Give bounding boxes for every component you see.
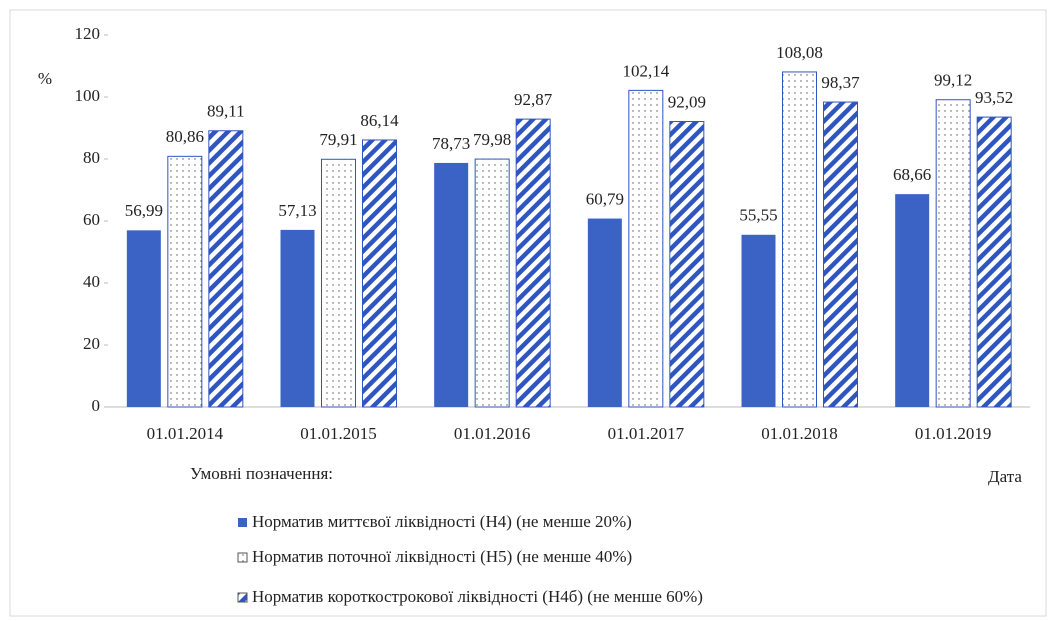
bar [628, 89, 664, 408]
legend-label: Норматив поточної ліквідності (Н5) (не м… [252, 547, 632, 566]
value-label: 108,08 [776, 43, 823, 62]
x-tick-label: 01.01.2018 [761, 424, 838, 443]
y-tick-label: 100 [75, 86, 101, 105]
y-tick-label: 60 [83, 210, 100, 229]
bar [669, 121, 705, 408]
legend-label: Норматив короткострокової ліквідності (Н… [252, 587, 703, 606]
value-label: 78,73 [432, 134, 470, 153]
bar [587, 218, 622, 407]
bar [741, 234, 776, 407]
value-label: 79,98 [473, 130, 511, 149]
value-label: 57,13 [278, 201, 316, 220]
bar [515, 118, 551, 408]
value-label: 99,12 [934, 71, 972, 90]
legend-label: Норматив миттєвої ліквідності (Н4) (не м… [252, 512, 632, 531]
x-tick-label: 01.01.2014 [147, 424, 224, 443]
value-label: 60,79 [586, 189, 624, 208]
bar [167, 155, 203, 408]
value-label: 92,09 [668, 92, 706, 111]
bar [782, 71, 817, 408]
legend-swatch [237, 552, 248, 563]
value-label: 79,91 [319, 130, 357, 149]
y-tick-label: 120 [75, 24, 101, 43]
bar [976, 116, 1012, 408]
legend-swatch [238, 518, 247, 527]
value-label: 89,11 [207, 102, 245, 121]
bar [935, 99, 971, 408]
bar [321, 158, 356, 408]
value-label: 86,14 [360, 111, 399, 130]
bar [126, 230, 161, 407]
x-tick-label: 01.01.2017 [608, 424, 685, 443]
value-label: 68,66 [893, 165, 931, 184]
value-label: 98,37 [821, 73, 860, 92]
value-label: 93,52 [975, 88, 1013, 107]
y-axis-label: % [38, 69, 52, 88]
bar [474, 158, 510, 408]
legend-title: Умовні позначення: [190, 464, 333, 483]
y-tick-label: 40 [83, 272, 100, 291]
chart-frame [9, 9, 1047, 617]
bar [434, 162, 469, 407]
legend-swatch [237, 592, 248, 603]
bar [208, 130, 244, 408]
value-label: 55,55 [739, 206, 777, 225]
y-tick-label: 20 [83, 334, 100, 353]
bar [362, 139, 397, 408]
x-tick-label: 01.01.2019 [915, 424, 992, 443]
x-tick-label: 01.01.2016 [454, 424, 531, 443]
y-tick-label: 0 [92, 396, 101, 415]
x-tick-label: 01.01.2015 [300, 424, 377, 443]
y-tick-label: 80 [83, 148, 100, 167]
value-label: 56,99 [125, 201, 163, 220]
bar [280, 229, 315, 407]
value-label: 102,14 [622, 61, 669, 80]
x-axis-label: Дата [988, 467, 1022, 486]
value-label: 92,87 [514, 90, 553, 109]
value-label: 80,86 [166, 127, 204, 146]
bar [823, 101, 858, 408]
bar [895, 194, 930, 407]
